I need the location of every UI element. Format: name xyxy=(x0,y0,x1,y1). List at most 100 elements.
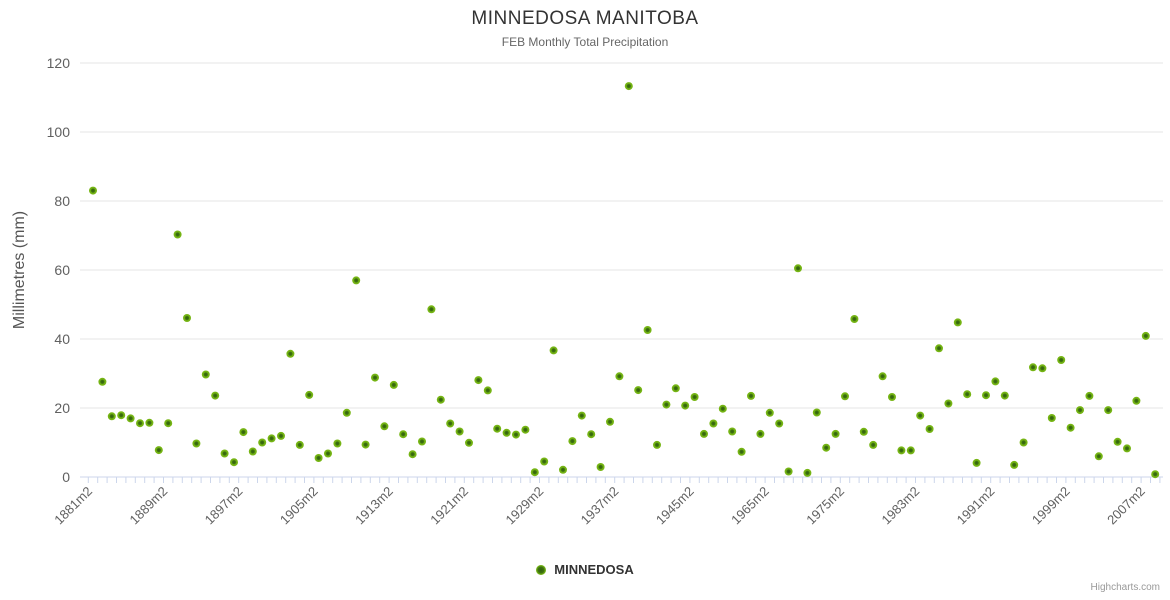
data-point[interactable] xyxy=(718,404,727,413)
data-point[interactable] xyxy=(1038,364,1047,373)
data-point[interactable] xyxy=(728,427,737,436)
data-point[interactable] xyxy=(530,468,539,477)
data-point[interactable] xyxy=(389,380,398,389)
data-point[interactable] xyxy=(1029,363,1037,372)
data-point[interactable] xyxy=(173,230,182,239)
data-point[interactable] xyxy=(1010,460,1019,469)
data-point[interactable] xyxy=(277,431,285,440)
data-point[interactable] xyxy=(1104,406,1113,415)
data-point[interactable] xyxy=(220,449,229,458)
data-point[interactable] xyxy=(671,384,680,393)
data-point[interactable] xyxy=(784,467,793,476)
data-point[interactable] xyxy=(653,440,661,449)
data-point[interactable] xyxy=(521,425,530,434)
data-point[interactable] xyxy=(681,401,690,410)
data-point[interactable] xyxy=(1094,452,1103,461)
data-point[interactable] xyxy=(333,439,342,448)
data-point[interactable] xyxy=(859,427,868,436)
data-point[interactable] xyxy=(737,447,746,456)
data-point[interactable] xyxy=(136,419,144,428)
data-point[interactable] xyxy=(1141,331,1150,340)
data-point[interactable] xyxy=(587,430,596,439)
data-point[interactable] xyxy=(794,264,802,273)
data-point[interactable] xyxy=(831,429,840,438)
data-point[interactable] xyxy=(446,419,455,428)
data-point[interactable] xyxy=(549,346,558,355)
data-point[interactable] xyxy=(906,446,915,455)
data-point[interactable] xyxy=(465,438,473,447)
data-point[interactable] xyxy=(427,305,436,314)
data-point[interactable] xyxy=(596,463,605,471)
data-point[interactable] xyxy=(1132,396,1141,405)
data-point[interactable] xyxy=(700,429,708,438)
data-point[interactable] xyxy=(267,434,276,443)
data-point[interactable] xyxy=(709,419,718,428)
data-point[interactable] xyxy=(916,411,925,420)
data-point[interactable] xyxy=(765,408,774,417)
data-point[interactable] xyxy=(474,376,483,385)
data-point[interactable] xyxy=(1000,391,1009,400)
data-point[interactable] xyxy=(540,457,549,466)
data-point[interactable] xyxy=(925,425,934,433)
data-point[interactable] xyxy=(408,450,417,459)
data-point[interactable] xyxy=(201,370,210,379)
data-point[interactable] xyxy=(606,417,614,426)
data-point[interactable] xyxy=(972,458,981,467)
data-point[interactable] xyxy=(493,424,502,433)
data-point[interactable] xyxy=(953,318,962,327)
highcharts-credit-link[interactable]: Highcharts.com xyxy=(1090,582,1160,593)
data-point[interactable] xyxy=(145,418,154,427)
data-point[interactable] xyxy=(483,386,492,395)
data-point[interactable] xyxy=(230,458,238,467)
data-point[interactable] xyxy=(775,419,784,428)
data-point[interactable] xyxy=(944,399,953,408)
data-point[interactable] xyxy=(436,395,445,404)
data-point[interactable] xyxy=(502,428,511,437)
data-point[interactable] xyxy=(634,386,643,395)
data-point[interactable] xyxy=(624,82,633,91)
data-point[interactable] xyxy=(869,440,878,449)
data-point[interactable] xyxy=(418,437,426,446)
data-point[interactable] xyxy=(662,400,671,409)
data-point[interactable] xyxy=(559,465,567,474)
data-point[interactable] xyxy=(455,427,464,436)
data-point[interactable] xyxy=(803,468,812,477)
data-point[interactable] xyxy=(577,411,586,420)
data-point[interactable] xyxy=(1019,438,1028,447)
data-point[interactable] xyxy=(164,419,173,428)
data-point[interactable] xyxy=(211,391,220,400)
data-point[interactable] xyxy=(1047,414,1056,422)
data-point[interactable] xyxy=(1057,356,1066,364)
data-point[interactable] xyxy=(107,412,116,421)
data-point[interactable] xyxy=(192,439,201,448)
data-point[interactable] xyxy=(690,393,699,401)
data-point[interactable] xyxy=(248,447,257,456)
data-point[interactable] xyxy=(154,446,163,455)
data-point[interactable] xyxy=(568,437,577,446)
data-point[interactable] xyxy=(963,390,972,399)
data-point[interactable] xyxy=(1151,470,1160,479)
data-point[interactable] xyxy=(286,349,295,358)
data-point[interactable] xyxy=(324,449,332,458)
data-point[interactable] xyxy=(239,428,248,437)
data-point[interactable] xyxy=(1066,423,1075,432)
legend-item-minnedosa[interactable]: MINNEDOSA xyxy=(0,562,1170,577)
data-point[interactable] xyxy=(747,391,755,400)
data-point[interactable] xyxy=(935,344,943,353)
data-point[interactable] xyxy=(643,326,652,334)
data-point[interactable] xyxy=(888,393,896,401)
data-point[interactable] xyxy=(1123,444,1131,453)
data-point[interactable] xyxy=(897,446,906,455)
data-point[interactable] xyxy=(1076,406,1084,415)
data-point[interactable] xyxy=(342,408,351,417)
data-point[interactable] xyxy=(98,377,107,386)
data-point[interactable] xyxy=(822,443,831,452)
data-point[interactable] xyxy=(399,430,408,439)
data-point[interactable] xyxy=(371,373,379,382)
data-point[interactable] xyxy=(615,372,624,381)
data-point[interactable] xyxy=(314,454,323,462)
data-point[interactable] xyxy=(89,186,97,195)
data-point[interactable] xyxy=(352,276,361,285)
data-point[interactable] xyxy=(126,414,135,423)
data-point[interactable] xyxy=(305,390,314,399)
